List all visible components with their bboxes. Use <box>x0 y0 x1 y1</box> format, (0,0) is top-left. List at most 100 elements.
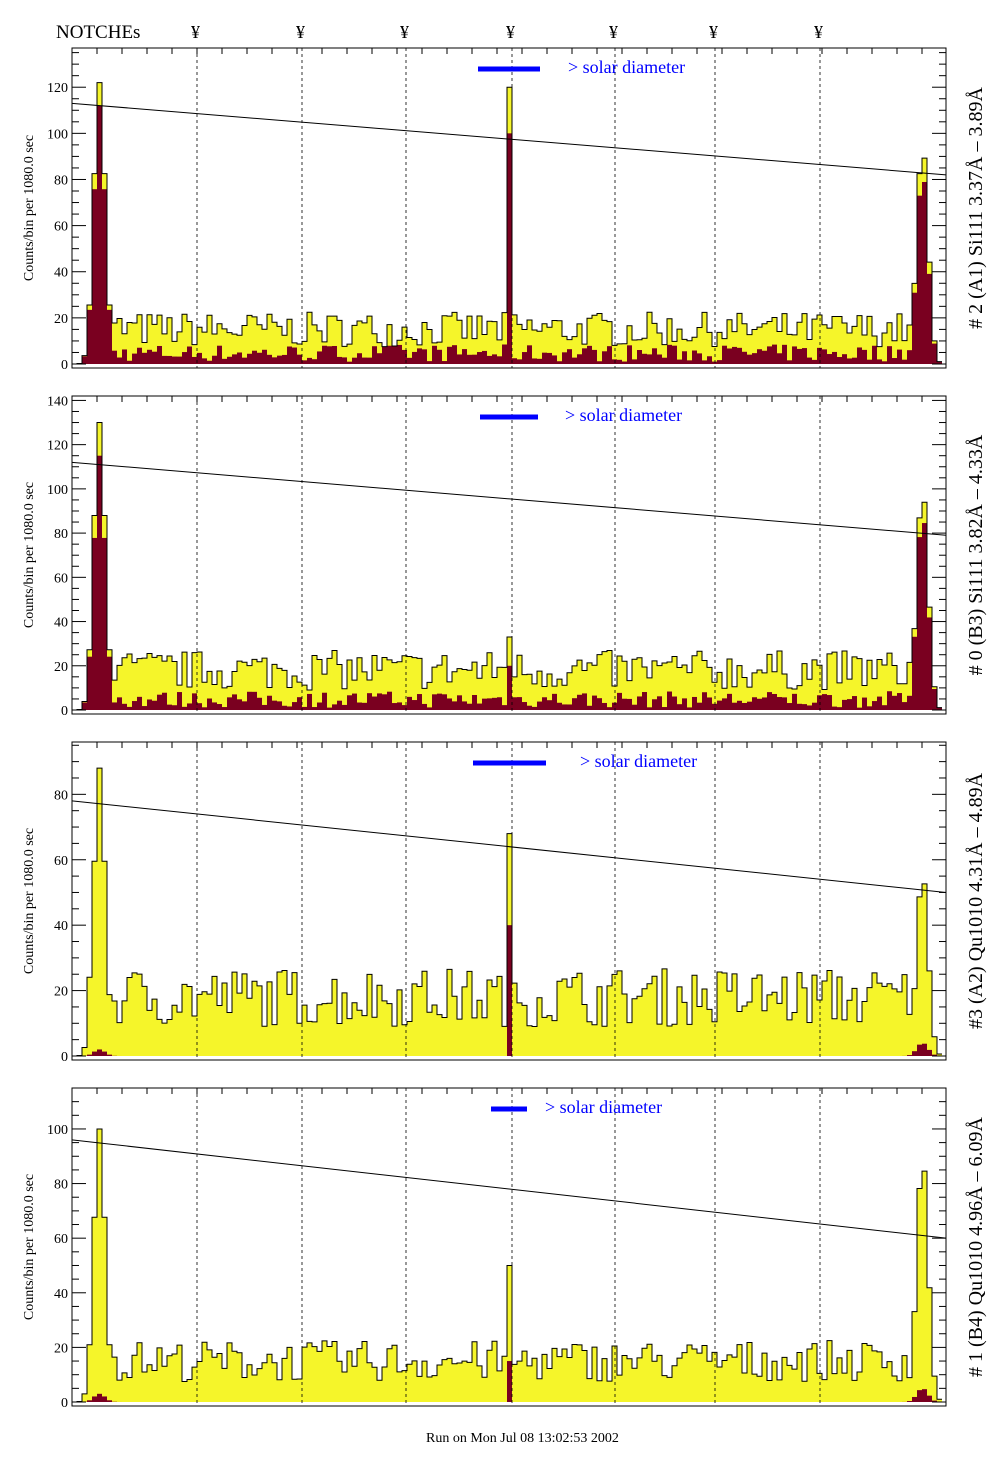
histogram-bar-total <box>797 1352 802 1402</box>
histogram-bar-total <box>262 658 267 710</box>
histogram-bar-dark <box>397 702 402 710</box>
histogram-bar-total <box>717 672 722 710</box>
histogram-bar-dark <box>837 357 842 364</box>
histogram-bar-total <box>327 658 332 710</box>
histogram-bar-total <box>387 1348 392 1402</box>
histogram-bar-total <box>702 1345 707 1402</box>
histogram-bar-total <box>282 1358 287 1402</box>
histogram-bar-total <box>462 1361 467 1402</box>
histogram-bar-total <box>127 322 132 364</box>
histogram-bar-dark <box>277 701 282 710</box>
histogram-bar-total <box>322 1003 327 1056</box>
histogram-bar-total <box>842 650 847 710</box>
plot-frame <box>71 47 947 369</box>
histogram-bar-dark <box>902 359 907 364</box>
histogram-bar-total <box>132 662 137 710</box>
histogram-bar-total <box>827 653 832 710</box>
histogram-bar-total <box>482 665 487 710</box>
histogram-bar-total <box>537 671 542 710</box>
histogram-bar-total <box>712 1021 717 1056</box>
histogram-bar-total <box>537 997 542 1056</box>
histogram-bar-total <box>767 994 772 1056</box>
histogram-bar-dark <box>762 350 767 364</box>
histogram-bar-dark <box>267 695 272 710</box>
histogram-bar-total <box>627 325 632 364</box>
histogram-bar-dark <box>82 356 87 364</box>
histogram-bar-total <box>817 665 822 710</box>
histogram-bar-dark <box>547 700 552 710</box>
histogram-bar-total <box>432 1004 437 1056</box>
histogram-bar-total <box>437 665 442 710</box>
histogram-bar-dark <box>607 707 612 710</box>
histogram-bar-total <box>377 985 382 1056</box>
histogram-bar-total <box>267 314 272 364</box>
histogram-bar-dark <box>92 1051 97 1056</box>
histogram-bar-total <box>527 1025 532 1056</box>
histogram-bar-dark <box>832 706 837 710</box>
notch-marker: ¥ <box>506 22 515 42</box>
histogram-bar-total <box>162 333 167 364</box>
histogram-bar-total <box>682 665 687 710</box>
histogram-bar-total <box>282 335 287 364</box>
histogram-bar-total <box>682 1352 687 1402</box>
histogram-bar-total <box>732 686 737 710</box>
histogram-bar-total <box>762 672 767 710</box>
histogram-bar-dark <box>812 702 817 710</box>
histogram-bar-total <box>212 334 217 364</box>
histogram-bar-dark <box>622 698 627 710</box>
notch-marker: ¥ <box>814 22 823 42</box>
histogram-bar-total <box>817 315 822 364</box>
histogram-bar-total <box>332 650 337 710</box>
histogram-outline <box>71 767 942 1057</box>
histogram-bar-total <box>412 657 417 710</box>
histogram-bar-total <box>157 655 162 710</box>
histogram-bar-total <box>212 684 217 710</box>
histogram-bar-total <box>757 974 762 1056</box>
histogram-bar-total <box>207 994 212 1056</box>
histogram-bar-total <box>802 663 807 710</box>
histogram-bar-dark <box>822 349 827 364</box>
histogram-bar-total <box>882 332 887 364</box>
histogram-bar-total <box>562 1348 567 1402</box>
histogram-bar-total <box>937 1399 942 1402</box>
histogram-bar-total <box>702 660 707 710</box>
histogram-bar-total <box>582 1004 587 1056</box>
histogram-bar-total <box>777 1003 782 1056</box>
histogram-bar-total <box>307 1342 312 1402</box>
histogram-bar-total <box>182 984 187 1056</box>
histogram-bar-total <box>247 315 252 364</box>
histogram-bar-total <box>357 321 362 364</box>
histogram-bar-total <box>417 658 422 710</box>
histogram-bar-dark <box>572 698 577 710</box>
histogram-bar-total <box>477 1000 482 1056</box>
histogram-bar-total <box>772 992 777 1056</box>
histogram-bar-total <box>517 324 522 364</box>
histogram-bar-total <box>462 669 467 710</box>
histogram-bar-total <box>852 988 857 1056</box>
histogram-bar-total <box>297 1023 302 1056</box>
histogram-bar-total <box>427 1012 432 1056</box>
histogram-bar-total <box>242 1377 247 1402</box>
histogram-bar-dark <box>752 697 757 710</box>
histogram-bar-total <box>402 655 407 710</box>
histogram-bar-dark <box>162 355 167 364</box>
histogram-bar-dark <box>357 353 362 364</box>
histogram-bar-dark <box>472 354 477 364</box>
histogram-bar-total <box>342 688 347 710</box>
histogram-bar-total <box>657 1355 662 1402</box>
histogram-bar-total <box>257 661 262 710</box>
histogram-bar-dark <box>207 360 212 364</box>
histogram-bar-total <box>577 323 582 364</box>
histogram-bar-dark <box>862 349 867 364</box>
histogram-bar-dark <box>857 707 862 710</box>
histogram-bar-dark <box>407 696 412 710</box>
histogram-bar-total <box>832 316 837 364</box>
histogram-bar-total <box>492 321 497 364</box>
histogram-bar-dark <box>97 455 102 710</box>
histogram-bar-total <box>907 325 912 364</box>
histogram-bar-total <box>447 1358 452 1402</box>
histogram-bar-dark <box>92 189 97 364</box>
histogram-bar-total <box>787 334 792 364</box>
histogram-bar-total <box>197 1361 202 1402</box>
trend-line <box>71 102 947 176</box>
